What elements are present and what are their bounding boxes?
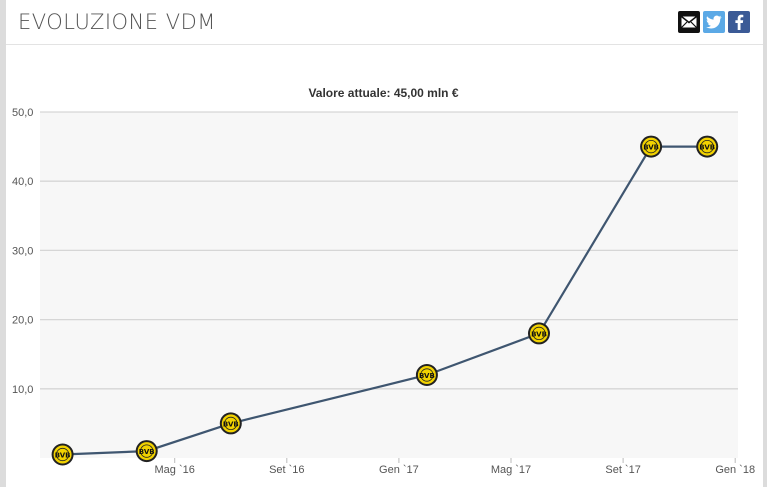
x-tick-label: Gen `17 xyxy=(379,464,419,476)
chart-title: Valore attuale: 45,00 mln € xyxy=(308,86,459,100)
crest-inner-ring xyxy=(420,368,434,382)
left-frame-border xyxy=(0,0,6,487)
twitter-share-button[interactable] xyxy=(703,11,725,33)
crest-letters: BVB xyxy=(419,372,435,380)
mail-icon xyxy=(681,16,697,28)
grid-lines xyxy=(40,111,738,390)
x-tick-label: Set `17 xyxy=(605,464,640,476)
plot-background xyxy=(40,112,738,458)
crest-inner-ring xyxy=(644,140,658,154)
y-axis-ticks: 10,0 20,0 30,0 40,0 50,0 xyxy=(12,107,33,396)
mail-share-button[interactable] xyxy=(678,11,700,33)
crest-letters: BVB xyxy=(55,452,71,460)
crest-letters: BVB xyxy=(139,448,155,456)
x-tick-label: Mag `16 xyxy=(155,464,195,476)
y-tick-label: 50,0 xyxy=(12,107,33,119)
bvb-crest-marker: BVB xyxy=(51,443,74,466)
bvb-crest-marker: BVB xyxy=(219,412,242,435)
bvb-crest-marker: BVB xyxy=(135,440,158,463)
x-tick-label: Mag `17 xyxy=(491,464,531,476)
crest-inner-ring xyxy=(700,140,714,154)
facebook-icon xyxy=(735,14,744,30)
page-header: EVOLUZIONE VDM xyxy=(6,0,763,45)
x-tick-label: Gen `18 xyxy=(715,464,755,476)
bvb-crest-marker: BVB xyxy=(528,322,550,345)
crest-inner-ring xyxy=(224,416,238,430)
crest-letters: BVB xyxy=(531,330,547,338)
data-markers: BVB BVB BVB BVB BVB BVB BVB xyxy=(51,135,719,466)
facebook-share-button[interactable] xyxy=(728,11,750,33)
right-frame-border xyxy=(763,0,767,487)
crest-inner-ring xyxy=(140,444,154,458)
y-tick-label: 30,0 xyxy=(12,245,33,257)
y-tick-label: 10,0 xyxy=(12,384,33,396)
bvb-crest-marker: BVB xyxy=(640,135,663,158)
crest-inner-ring xyxy=(532,326,546,340)
crest-inner-ring xyxy=(55,447,70,462)
page-title: EVOLUZIONE VDM xyxy=(18,10,216,34)
bvb-crest-marker: BVB xyxy=(415,364,438,386)
bvb-crest-marker: BVB xyxy=(696,135,719,158)
y-tick-label: 40,0 xyxy=(12,176,33,188)
x-axis-ticks: Mag `16 Set `16 Gen `17 Mag `17 Set `17 Gen `… xyxy=(155,458,755,476)
crest-letters: BVB xyxy=(223,420,239,428)
x-tick-label: Set `16 xyxy=(269,464,304,476)
crest-letters: BVB xyxy=(643,144,659,152)
twitter-icon xyxy=(706,15,722,29)
crest-letters: BVB xyxy=(699,144,715,152)
y-tick-label: 20,0 xyxy=(12,315,33,327)
